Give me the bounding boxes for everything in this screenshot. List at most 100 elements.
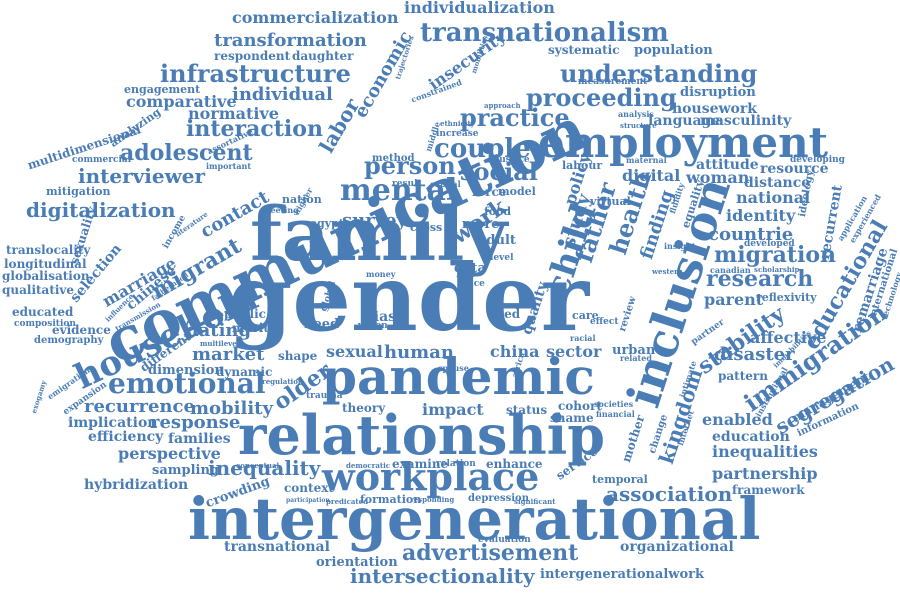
word-commercial: commercial xyxy=(72,155,132,165)
word-data: data xyxy=(454,261,486,276)
word-practice: practice xyxy=(460,103,570,132)
word-interviewer: interviewer xyxy=(78,164,206,188)
word-responding: responding xyxy=(410,495,455,504)
word-comparative: comparative xyxy=(126,92,237,111)
word-evaluation: evaluation xyxy=(478,535,531,545)
word-effect: effect xyxy=(590,317,619,327)
word-money: money xyxy=(366,269,396,279)
word-maternal: maternal xyxy=(626,155,667,165)
word-insight: insight xyxy=(664,241,696,251)
word-intersectionality: intersectionality xyxy=(350,564,535,588)
word-bias: bias xyxy=(364,309,397,325)
word-shape: shape xyxy=(278,349,318,363)
word-individualization: individualization xyxy=(404,0,555,17)
word-increase: increase xyxy=(436,129,479,139)
word-countrie: countrie xyxy=(708,224,794,245)
word-capital: capital xyxy=(430,179,461,189)
word-dating: dating xyxy=(186,320,252,341)
word-related: related xyxy=(620,353,652,363)
word-mobility: mobility xyxy=(190,398,273,419)
word-engagement: engagement xyxy=(124,83,201,96)
word-enhance: enhance xyxy=(486,457,543,471)
word-egypt: egypt xyxy=(310,217,344,230)
word-justice: justice xyxy=(496,155,530,165)
word-measurement: measurement xyxy=(578,77,648,87)
word-pandemic: pandemic xyxy=(322,347,595,406)
word-approach: approach xyxy=(484,101,521,110)
word-pattern: pattern xyxy=(718,369,768,383)
word-employment: employment xyxy=(538,118,829,167)
word-review: review xyxy=(617,295,639,334)
word-dynamic: dynamic xyxy=(216,365,273,379)
word-depression: depression xyxy=(468,493,529,504)
word-advertisement: advertisement xyxy=(402,540,579,566)
word-perspective: perspective xyxy=(118,444,221,463)
word-commercialization: commercialization xyxy=(232,8,399,27)
word-method: method xyxy=(372,153,415,164)
word-model: model xyxy=(498,185,536,198)
word-status: status xyxy=(506,403,548,417)
word-developed: developed xyxy=(744,239,795,249)
word-social: social xyxy=(460,157,538,186)
word-parent: parent xyxy=(704,290,764,309)
word-mother: mother xyxy=(619,413,648,465)
word-identity: identity xyxy=(726,206,796,225)
word-mental: mental xyxy=(340,173,458,208)
word-longitudinal: longitudinal xyxy=(4,257,87,271)
word-recurrent: recurrent xyxy=(817,183,846,261)
word-labour: labour xyxy=(562,159,603,172)
word-ethnicity: ethnicity xyxy=(440,119,475,128)
word-digital: digital xyxy=(622,166,681,185)
word-exogamy: exogamy xyxy=(29,379,49,415)
word-housework: housework xyxy=(672,101,757,117)
word-person: person xyxy=(364,151,456,180)
word-systematic: systematic xyxy=(548,43,620,57)
word-digitalization: digitalization xyxy=(26,198,176,222)
word-spouse: spouse xyxy=(438,363,469,373)
word-language: language xyxy=(648,113,721,129)
word-china: china xyxy=(490,342,540,361)
word-hybridization: hybridization xyxy=(84,477,189,493)
word-resource: resource xyxy=(760,161,829,177)
word-translocality: translocality xyxy=(6,243,91,257)
word-significant: significant xyxy=(514,497,556,506)
word-market: market xyxy=(192,344,265,365)
word-regulation: regulation xyxy=(262,377,303,386)
word-meeting: meeting xyxy=(262,205,299,215)
word-attitude: attitude xyxy=(696,157,759,173)
word-transnational: transnational xyxy=(224,539,330,555)
word-nation: nation xyxy=(282,193,322,206)
word-sector: sector xyxy=(546,342,602,361)
word-scholarship: scholarship xyxy=(754,265,800,274)
word-demography: demography xyxy=(34,335,104,346)
word-normative: normative xyxy=(188,104,279,123)
word-developing: developing xyxy=(790,155,845,165)
word-educated: educated xyxy=(12,305,74,319)
word-composition: composition xyxy=(14,319,76,329)
word-adolescent: adolescent xyxy=(120,140,253,166)
word-financial: financial xyxy=(596,409,635,419)
word-globalisation: globalisation xyxy=(2,269,90,283)
word-formation: formation xyxy=(360,493,422,506)
word-transnationalism: transnationalism xyxy=(420,18,669,48)
word-dimension: dimension xyxy=(148,363,224,378)
word-transformation: transformation xyxy=(214,30,367,51)
word-intergenerationalwork: intergenerationalwork xyxy=(540,567,705,582)
word-reflexivity: reflexivity xyxy=(756,291,817,304)
word-workplace: workplace xyxy=(322,454,540,499)
word-level: level xyxy=(490,253,514,263)
word-adult: adult xyxy=(478,233,516,248)
word-woman: woman xyxy=(686,168,750,187)
word-context: context xyxy=(284,481,334,495)
word-inequality: inequality xyxy=(208,456,321,480)
word-force: force xyxy=(472,185,507,199)
word-need: need xyxy=(304,317,340,332)
word-families: families xyxy=(168,431,231,447)
word-masculinity: masculinity xyxy=(700,113,792,129)
word-mitigation: mitigation xyxy=(46,185,111,198)
word-important: important xyxy=(206,161,252,171)
word-marital: marital xyxy=(232,321,282,335)
word-disruption: disruption xyxy=(680,85,756,100)
word-migration: migration xyxy=(714,242,837,268)
word-cross: cross xyxy=(410,221,443,234)
